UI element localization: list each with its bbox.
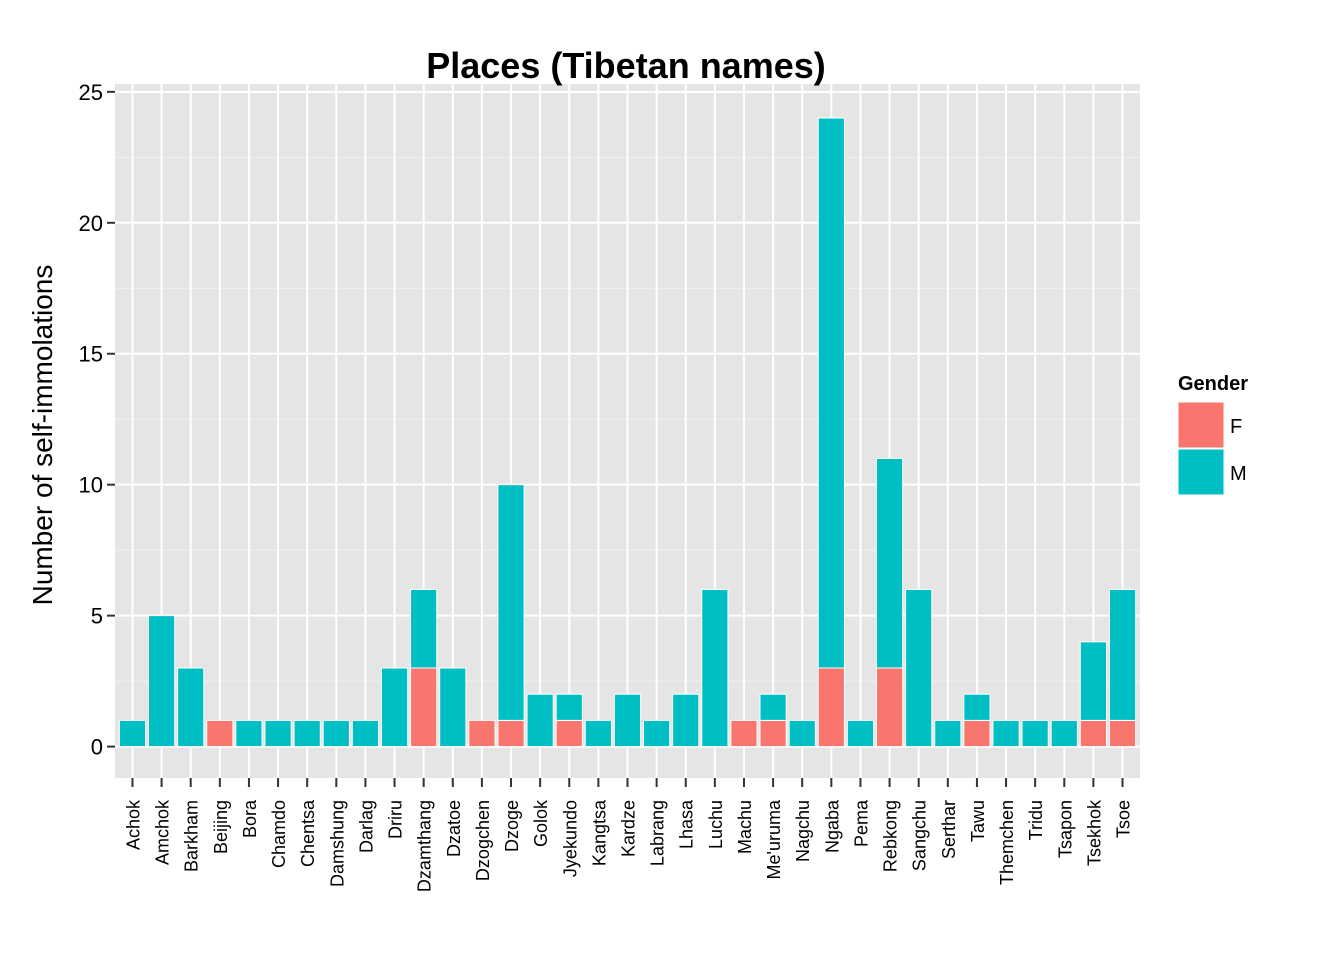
bar-m-driru bbox=[380, 667, 409, 748]
bar-f-beijing bbox=[206, 719, 234, 748]
bar-f-tsoe bbox=[1108, 719, 1137, 748]
bar-m-dzamthang bbox=[410, 588, 438, 669]
x-tick-label: Dzoge bbox=[502, 800, 522, 852]
x-tick-label: Machu bbox=[735, 800, 755, 854]
bar-m-labrang bbox=[643, 719, 671, 748]
x-tick-label: Rebkong bbox=[881, 800, 901, 872]
x-tick-label: Nagchu bbox=[793, 800, 813, 862]
x-tick-label: Tsoe bbox=[1114, 800, 1134, 838]
bar-m-tawu bbox=[963, 693, 991, 721]
x-tick-label: Tawu bbox=[968, 800, 988, 842]
legend-key-m bbox=[1177, 448, 1225, 496]
x-tick-label: Dzogchen bbox=[473, 800, 493, 881]
x-tick-label: Tsapon bbox=[1055, 800, 1075, 858]
x-tick-label: Barkham bbox=[182, 800, 202, 872]
bar-m-dzoge bbox=[497, 484, 525, 721]
x-tick-label: Sangchu bbox=[910, 800, 930, 871]
bar-f-me-uruma bbox=[759, 719, 787, 748]
x-tick-label: Pema bbox=[851, 799, 871, 847]
x-tick-label: Dzamthang bbox=[415, 800, 435, 892]
bar-f-jyekundo bbox=[555, 719, 583, 748]
bar-m-pema bbox=[846, 719, 875, 748]
x-tick-label: Driru bbox=[386, 800, 406, 839]
x-tick-label: Darlag bbox=[356, 800, 376, 853]
y-tick-label: 10 bbox=[79, 473, 103, 498]
x-tick-label: Amchok bbox=[153, 799, 173, 865]
bar-m-kardze bbox=[613, 693, 642, 748]
x-tick-label: Luchu bbox=[706, 800, 726, 849]
y-tick-label: 20 bbox=[79, 211, 103, 236]
bar-m-rebkong bbox=[875, 457, 904, 669]
x-tick-label: Chamdo bbox=[269, 800, 289, 868]
chart-title: Places (Tibetan names) bbox=[426, 45, 826, 86]
bar-m-ngaba bbox=[817, 117, 845, 669]
bar-m-sangchu bbox=[905, 588, 933, 748]
bar-m-kangtsa bbox=[584, 719, 612, 748]
bar-m-chamdo bbox=[264, 719, 292, 748]
bar-f-ngaba bbox=[817, 667, 845, 748]
bar-m-serthar bbox=[934, 719, 962, 748]
legend-title: Gender bbox=[1178, 373, 1248, 395]
x-tick-label: Themchen bbox=[997, 800, 1017, 885]
x-tick-label: Dzatoe bbox=[444, 800, 464, 857]
bar-m-me-uruma bbox=[759, 693, 787, 721]
x-axis: Achok Amchok Barkham Beijing Bora Chamdo Chent… bbox=[123, 778, 1134, 892]
bar-m-amchok bbox=[147, 615, 176, 748]
bar-m-themchen bbox=[992, 719, 1020, 748]
bar-m-achok bbox=[118, 719, 147, 748]
bar-m-nagchu bbox=[788, 719, 816, 748]
bar-f-dzamthang bbox=[410, 667, 438, 748]
x-tick-label: Tridu bbox=[1026, 800, 1046, 840]
x-tick-label: Bora bbox=[240, 799, 260, 838]
x-tick-label: Jyekundo bbox=[560, 800, 580, 877]
y-tick-label: 15 bbox=[79, 342, 103, 367]
x-tick-label: Kardze bbox=[619, 800, 639, 857]
bar-m-chentsa bbox=[293, 719, 321, 748]
bar-m-barkham bbox=[177, 667, 205, 748]
x-tick-label: Damshung bbox=[327, 800, 347, 887]
bar-m-jyekundo bbox=[555, 693, 583, 721]
bar-m-damshung bbox=[322, 719, 350, 748]
y-axis-label: Number of self-immolations bbox=[27, 265, 58, 606]
x-tick-label: Beijing bbox=[211, 800, 231, 854]
bar-m-darlag bbox=[351, 719, 380, 748]
y-tick-label: 0 bbox=[91, 735, 103, 760]
bar-f-tsekhok bbox=[1079, 719, 1108, 748]
bar-f-tawu bbox=[963, 719, 991, 748]
bar-m-lhasa bbox=[672, 693, 700, 748]
x-tick-label: Lhasa bbox=[677, 799, 697, 849]
legend-key-f bbox=[1177, 401, 1225, 449]
legend-label-m: M bbox=[1230, 463, 1247, 485]
bar-m-dzatoe bbox=[439, 667, 467, 748]
x-tick-label: Golok bbox=[531, 799, 551, 847]
bar-m-tsoe bbox=[1108, 588, 1137, 721]
bar-m-golok bbox=[526, 693, 554, 748]
x-tick-label: Ngaba bbox=[822, 799, 842, 853]
x-tick-label: Labrang bbox=[648, 800, 668, 866]
x-tick-label: Chentsa bbox=[298, 799, 318, 867]
bars bbox=[118, 117, 1137, 748]
bar-m-tsapon bbox=[1050, 719, 1078, 748]
y-tick-label: 5 bbox=[91, 604, 103, 629]
x-tick-label: Tsekhok bbox=[1084, 799, 1104, 866]
legend: Gender F M bbox=[1177, 373, 1248, 496]
y-tick-label: 25 bbox=[79, 80, 103, 105]
x-tick-label: Kangtsa bbox=[589, 799, 609, 866]
bar-f-machu bbox=[730, 719, 758, 748]
bar-m-tsekhok bbox=[1079, 641, 1108, 721]
x-tick-label: Serthar bbox=[939, 800, 959, 859]
bar-f-dzogchen bbox=[468, 719, 496, 748]
bar-f-dzoge bbox=[497, 719, 525, 748]
bar-m-luchu bbox=[701, 588, 729, 748]
bar-f-rebkong bbox=[875, 667, 904, 748]
bar-m-tridu bbox=[1021, 719, 1049, 748]
bar-m-bora bbox=[235, 719, 263, 748]
legend-label-f: F bbox=[1230, 416, 1242, 438]
y-axis: 0 5 10 15 20 25 bbox=[79, 80, 115, 760]
x-tick-label: Achok bbox=[123, 799, 143, 850]
x-tick-label: Me'uruma bbox=[764, 799, 784, 879]
